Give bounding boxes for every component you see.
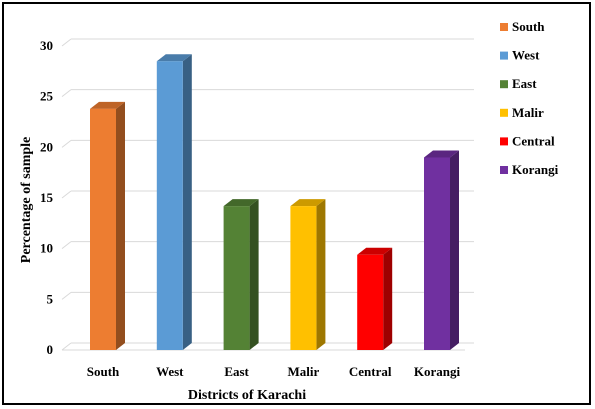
y-tick-label: 30 [40, 38, 53, 53]
bar-top-face [90, 101, 125, 109]
y-tick-label: 20 [40, 139, 53, 154]
bar-malir [290, 199, 326, 350]
bar-side-face [249, 199, 259, 350]
legend-item: West [500, 48, 540, 63]
bar-west [156, 54, 192, 350]
bar-front-face [357, 254, 384, 350]
y-tick-labels: 0 5 10 15 20 25 30 [40, 38, 54, 357]
bar-east [223, 199, 259, 350]
bar-top-face [424, 150, 459, 158]
legend: South West East Malir Central Korangi [500, 19, 559, 177]
legend-swatch [500, 166, 508, 174]
bar-top-face [156, 54, 192, 62]
legend-item: East [500, 76, 537, 91]
x-tick-label: Malir [288, 364, 320, 379]
legend-item: Korangi [500, 162, 559, 177]
y-tick-label: 15 [40, 190, 54, 205]
bar-korangi [424, 150, 459, 350]
legend-swatch [500, 80, 508, 89]
bar-side-face [383, 247, 393, 350]
legend-swatch [500, 137, 508, 146]
bar-central [357, 247, 393, 350]
bar-front-face [290, 206, 317, 350]
x-tick-label: East [224, 364, 249, 379]
grid-line-depth [61, 89, 72, 98]
chart-frame: 0 5 10 15 20 25 30 South West East Malir Central Ko… [2, 2, 591, 405]
grid-line-depth [61, 291, 72, 300]
grid-line-depth [61, 190, 72, 199]
grid-line-depth [61, 241, 72, 250]
bar-south [90, 101, 125, 351]
x-tick-labels: South West East Malir Central Korangi [87, 364, 461, 379]
legend-label: Malir [512, 105, 544, 120]
bar-front-face [223, 206, 250, 350]
bar-top-face [223, 199, 259, 207]
y-axis-title: Percentage of sample [19, 137, 34, 263]
bar-front-face [90, 108, 116, 351]
legend-swatch [500, 108, 508, 117]
y-tick-label: 0 [47, 342, 54, 357]
x-tick-label: Central [349, 364, 392, 379]
bar-side-face [116, 101, 125, 351]
legend-label: South [512, 19, 545, 34]
bar-front-face [156, 61, 183, 350]
legend-label: Central [512, 133, 555, 148]
x-tick-label: West [156, 364, 184, 379]
legend-item: Malir [500, 105, 544, 120]
grid-line-depth [61, 342, 72, 351]
bars [90, 54, 459, 351]
y-tick-label: 5 [47, 291, 54, 306]
bar-chart: 0 5 10 15 20 25 30 South West East Malir Central Ko… [19, 19, 559, 403]
legend-item: Central [500, 133, 555, 148]
legend-label: Korangi [512, 162, 559, 177]
grid-line-depth [61, 139, 72, 148]
bar-front-face [424, 157, 450, 350]
legend-label: East [512, 76, 537, 91]
legend-swatch [500, 23, 508, 31]
bar-top-face [290, 199, 326, 207]
x-axis-title: Districts of Karachi [188, 388, 306, 403]
grid-lines [61, 38, 474, 351]
legend-item: South [500, 19, 545, 34]
x-tick-label: South [87, 364, 120, 379]
bar-side-face [450, 150, 459, 350]
bar-side-face [316, 199, 326, 350]
x-tick-label: Korangi [414, 364, 461, 379]
y-tick-label: 10 [40, 241, 53, 256]
y-tick-label: 25 [40, 89, 54, 104]
bar-top-face [357, 247, 393, 255]
legend-swatch [500, 51, 508, 60]
bar-side-face [182, 54, 192, 350]
legend-label: West [512, 48, 540, 63]
grid-line-depth [61, 38, 72, 47]
